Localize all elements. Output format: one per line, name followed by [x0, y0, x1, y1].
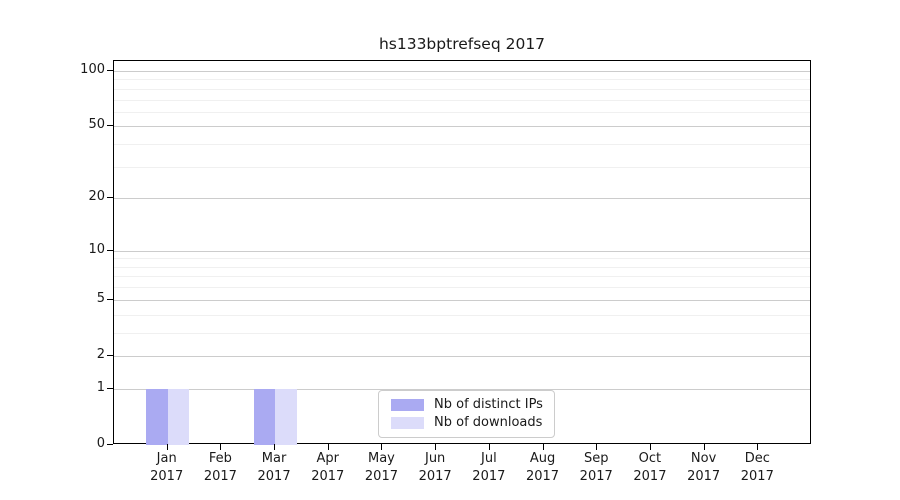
minor-gridline — [114, 88, 810, 90]
y-tick-label: 50 — [88, 117, 105, 133]
major-gridline — [114, 355, 810, 357]
x-tick-mark — [435, 444, 437, 450]
minor-gridline — [114, 276, 810, 278]
major-gridline — [114, 388, 810, 390]
x-tick-mark — [488, 444, 490, 450]
legend: Nb of distinct IPs Nb of downloads — [378, 390, 555, 438]
x-tick-label: Apr 2017 — [311, 451, 345, 484]
minor-gridline — [114, 266, 810, 268]
x-tick-label: Oct 2017 — [633, 451, 667, 484]
minor-gridline — [114, 111, 810, 113]
y-tick-mark — [107, 125, 113, 127]
x-tick-label: Jan 2017 — [150, 451, 184, 484]
y-tick-mark — [107, 444, 113, 445]
minor-gridline — [114, 79, 810, 81]
bar-distinct-ips — [146, 388, 168, 445]
y-tick-mark — [107, 70, 113, 71]
bar-distinct-ips — [253, 388, 276, 445]
major-gridline — [114, 71, 810, 72]
x-tick-label: Sep 2017 — [579, 451, 613, 484]
y-tick-mark — [107, 298, 113, 300]
y-tick-label: 10 — [88, 241, 105, 257]
y-tick-label: 5 — [96, 290, 105, 306]
y-tick-label: 0 — [96, 436, 105, 451]
x-tick-mark — [220, 444, 222, 450]
minor-gridline — [114, 144, 810, 146]
minor-gridline — [114, 314, 810, 316]
minor-gridline — [114, 332, 810, 334]
y-tick-label: 1 — [96, 379, 105, 395]
major-gridline — [114, 299, 810, 301]
x-tick-mark — [757, 444, 759, 450]
x-tick-label: Mar 2017 — [257, 451, 291, 484]
legend-swatch-distinct-ips-icon — [391, 399, 424, 411]
y-tick-label: 100 — [80, 62, 105, 77]
x-tick-label: Jun 2017 — [418, 451, 452, 484]
x-tick-label: Jul 2017 — [472, 451, 506, 484]
minor-gridline — [114, 99, 810, 101]
minor-gridline — [114, 166, 810, 168]
x-tick-mark — [649, 444, 651, 450]
plot-area — [113, 60, 811, 445]
x-tick-mark — [381, 444, 383, 450]
major-gridline — [114, 126, 810, 128]
x-tick-label: Nov 2017 — [687, 451, 721, 484]
legend-item-distinct-ips: Nb of distinct IPs — [391, 398, 543, 412]
y-tick-mark — [107, 249, 113, 251]
x-tick-label: Dec 2017 — [740, 451, 774, 484]
bar-downloads — [167, 388, 190, 445]
legend-label-distinct-ips: Nb of distinct IPs — [434, 397, 543, 412]
x-tick-mark — [596, 444, 598, 450]
x-tick-label: Feb 2017 — [203, 451, 237, 484]
minor-gridline — [114, 258, 810, 260]
minor-gridline — [114, 287, 810, 289]
major-gridline — [114, 250, 810, 252]
y-tick-mark — [107, 387, 113, 389]
y-tick-label: 2 — [96, 346, 105, 362]
legend-item-downloads: Nb of downloads — [391, 416, 543, 430]
y-tick-mark — [107, 197, 113, 199]
x-tick-mark — [542, 444, 544, 450]
major-gridline — [114, 198, 810, 200]
y-tick-label: 20 — [88, 189, 105, 205]
chart-title: hs133bptrefseq 2017 — [378, 35, 546, 53]
x-tick-mark — [166, 444, 168, 450]
legend-label-downloads: Nb of downloads — [434, 415, 543, 430]
y-tick-mark — [107, 354, 113, 356]
x-tick-label: May 2017 — [364, 451, 398, 484]
bar-downloads — [275, 388, 297, 445]
x-tick-label: Aug 2017 — [525, 451, 560, 484]
x-tick-mark — [274, 444, 276, 450]
legend-swatch-downloads-icon — [391, 417, 424, 429]
x-tick-mark — [327, 444, 329, 450]
x-tick-mark — [703, 444, 705, 450]
